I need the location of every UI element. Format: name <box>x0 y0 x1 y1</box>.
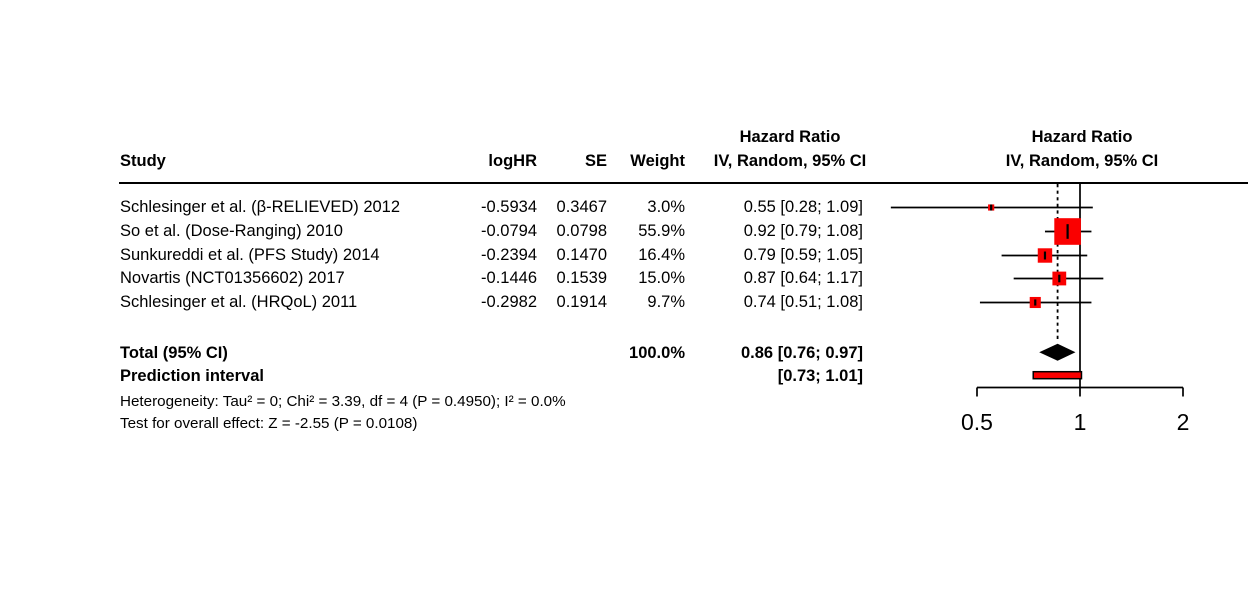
study-ci: 0.79 [0.59; 1.05] <box>743 246 863 264</box>
col-header-loghr: logHR <box>488 152 537 170</box>
study-ci: 0.74 [0.51; 1.08] <box>743 293 863 311</box>
col-header-study: Study <box>120 152 166 170</box>
prediction-ci: [0.73; 1.01] <box>777 367 863 385</box>
col-header-hazard-ratio-text: Hazard Ratio <box>739 128 841 146</box>
study-loghr: -0.5934 <box>481 198 537 216</box>
study-weight: 16.4% <box>638 246 685 264</box>
study-name: Schlesinger et al. (HRQoL) 2011 <box>120 293 358 311</box>
axis-tick-label: 0.5 <box>961 409 993 435</box>
study-weight: 3.0% <box>647 198 685 216</box>
study-se: 0.1914 <box>556 293 607 311</box>
total-label: Total (95% CI) <box>120 344 228 362</box>
study-name: Novartis (NCT01356602) 2017 <box>120 269 345 287</box>
study-loghr: -0.2982 <box>481 293 537 311</box>
study-weight: 15.0% <box>638 269 685 287</box>
study-se: 0.3467 <box>556 198 607 216</box>
heterogeneity-stats: Heterogeneity: Tau² = 0; Chi² = 3.39, df… <box>120 393 566 410</box>
study-se: 0.0798 <box>556 222 607 240</box>
study-name: Sunkureddi et al. (PFS Study) 2014 <box>120 246 380 264</box>
col-header-ci-text: IV, Random, 95% CI <box>713 152 867 170</box>
study-se: 0.1539 <box>556 269 607 287</box>
study-se: 0.1470 <box>556 246 607 264</box>
col-header-weight: Weight <box>630 152 685 170</box>
pooled-diamond <box>1039 343 1076 361</box>
study-ci: 0.92 [0.79; 1.08] <box>743 222 863 240</box>
study-name: So et al. (Dose-Ranging) 2010 <box>120 222 343 240</box>
study-loghr: -0.0794 <box>481 222 537 240</box>
total-ci: 0.86 [0.76; 0.97] <box>741 344 863 362</box>
axis-tick-label: 2 <box>1177 409 1190 435</box>
axis-tick-label: 1 <box>1074 409 1087 435</box>
study-weight: 9.7% <box>647 293 685 311</box>
prediction-bar <box>1032 370 1083 380</box>
col-header-ci-plot: IV, Random, 95% CI <box>1005 152 1159 170</box>
study-ci: 0.87 [0.64; 1.17] <box>743 269 863 287</box>
study-weight: 55.9% <box>638 222 685 240</box>
prediction-label: Prediction interval <box>120 367 264 385</box>
total-weight: 100.0% <box>629 344 685 362</box>
study-loghr: -0.1446 <box>481 269 537 287</box>
study-ci: 0.55 [0.28; 1.09] <box>743 198 863 216</box>
study-name: Schlesinger et al. (β-RELIEVED) 2012 <box>120 198 401 216</box>
study-loghr: -0.2394 <box>481 246 537 264</box>
col-header-se: SE <box>584 152 607 170</box>
overall-effect-test: Test for overall effect: Z = -2.55 (P = … <box>120 415 418 432</box>
col-header-hazard-ratio-plot: Hazard Ratio <box>1031 128 1133 146</box>
